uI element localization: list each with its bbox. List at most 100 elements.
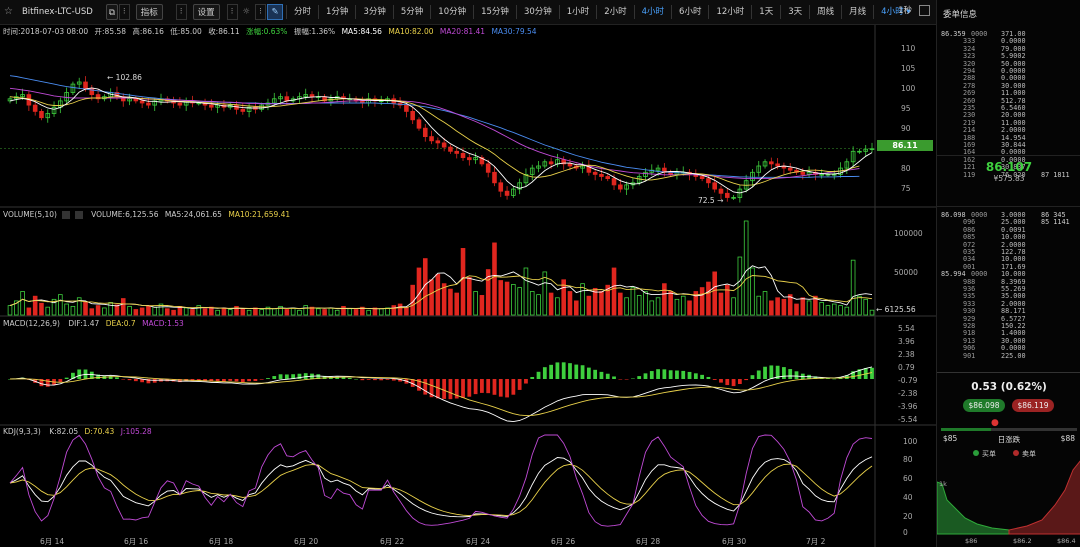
orderbook-row[interactable]: 901 225.00 xyxy=(941,352,1077,360)
sell-price-button[interactable]: $86.119 xyxy=(1012,399,1054,412)
interval-tab[interactable]: 2小时 xyxy=(604,7,627,17)
orderbook-row[interactable]: 936 55.269 xyxy=(941,285,1077,293)
volume-bar xyxy=(227,309,233,316)
orderbook-row[interactable]: 86.359 0000 371.00 xyxy=(941,30,1077,38)
candle-body xyxy=(139,100,145,104)
orderbook-row[interactable]: 928 150.22 xyxy=(941,322,1077,330)
candle-body xyxy=(429,136,434,142)
chevron-down-icon: ▾ xyxy=(903,7,911,17)
macd-histogram-bar xyxy=(725,379,730,386)
orderbook-row[interactable]: 034 10.000 xyxy=(941,255,1077,263)
interval-tab[interactable]: 1小时 xyxy=(566,7,590,17)
more-icon[interactable]: ⁝ xyxy=(255,4,266,20)
orderbook-row[interactable]: 169 30.844 xyxy=(941,141,1077,149)
settings-button[interactable]: 设置 xyxy=(192,4,220,20)
interval-tab[interactable]: 周线 xyxy=(817,7,835,17)
volume-bar xyxy=(26,307,32,316)
orderbook-row[interactable]: 323 5.9002 xyxy=(941,52,1077,61)
orderbook-row[interactable]: 324 79.000 xyxy=(941,45,1077,53)
orderbook-row[interactable]: 278 30.000 xyxy=(941,82,1077,90)
interval-dropdown[interactable]: 4小时 ▾ xyxy=(877,4,914,20)
orderbook-row[interactable]: 072 2.0000 xyxy=(941,241,1077,249)
orderbook-row[interactable]: 162 0.0000 xyxy=(941,156,1077,164)
interval-tab[interactable]: 6小时 xyxy=(679,7,702,17)
interval-tab[interactable]: 1分钟 xyxy=(326,7,349,17)
macd-histogram-bar xyxy=(291,374,296,379)
interval-tab[interactable]: 1天 xyxy=(759,7,774,17)
star-icon[interactable]: ☆ xyxy=(4,6,13,17)
orderbook-cell: 85 1141 xyxy=(1041,218,1070,227)
orderbook-row[interactable]: 288 0.0000 xyxy=(941,74,1077,82)
macd-histogram-bar xyxy=(580,365,585,379)
interval-tab[interactable]: 3分钟 xyxy=(363,7,386,17)
interval-tab[interactable]: 4小时 xyxy=(641,7,665,17)
orderbook-row[interactable]: 930 88.171 xyxy=(941,307,1077,315)
macd-histogram-bar xyxy=(737,379,742,385)
close-icon[interactable] xyxy=(74,211,83,219)
theme-icon[interactable]: ☼ xyxy=(242,7,251,17)
orderbook-row[interactable]: 85.994 0000 10.000 xyxy=(941,270,1077,278)
interval-tab[interactable]: 30分钟 xyxy=(523,7,552,17)
orderbook-row[interactable]: 188 14.954 xyxy=(941,134,1077,142)
orderbook-cell: 55.269 xyxy=(1001,285,1026,293)
orderbook-row[interactable]: 214 2.0000 xyxy=(941,126,1077,134)
interval-tab[interactable]: 5分钟 xyxy=(400,7,424,17)
orderbook-row[interactable]: 164 0.0000 xyxy=(941,148,1077,156)
orderbook-cell: 260 xyxy=(963,96,976,105)
orderbook-row[interactable]: 235 6.5460 xyxy=(941,104,1077,112)
orderbook-row[interactable]: 333 0.0000 xyxy=(941,37,1077,46)
orderbook-row[interactable]: 121 30.837 xyxy=(941,163,1077,171)
more-icon[interactable]: ⁝ xyxy=(118,4,130,20)
orderbook-row[interactable]: 230 20.000 xyxy=(941,111,1077,119)
orderbook-row[interactable]: 913 30.000 xyxy=(941,337,1077,345)
chart-toolbar: ☆ Bitfinex-LTC-USD ⧉ ⁝ 指标 ⁝ 设置 ⁝ ☼ ⁝ ✎ 分… xyxy=(0,0,936,25)
candle-body xyxy=(605,176,611,179)
volume-ma10-line xyxy=(9,275,873,310)
macd-histogram-bar xyxy=(536,371,541,379)
fullscreen-icon[interactable]: ⧉ xyxy=(105,4,118,20)
interval-tab[interactable]: 12小时 xyxy=(716,7,745,17)
orderbook-row[interactable]: 035 122.78 xyxy=(941,248,1077,256)
symbol-label[interactable]: Bitfinex-LTC-USD xyxy=(21,7,93,17)
orderbook-row[interactable]: 119 76.020 87 1811 xyxy=(941,171,1077,179)
interval-tab[interactable]: 10分钟 xyxy=(438,7,467,17)
macd-histogram-bar xyxy=(605,373,610,379)
orderbook-row[interactable]: 260 512.78 xyxy=(941,96,1077,105)
more-icon[interactable]: ⁝ xyxy=(175,4,187,20)
draw-pen-icon[interactable]: ✎ xyxy=(267,4,283,20)
orderbook-cell: 5.9002 xyxy=(1001,52,1026,61)
maximize-icon[interactable] xyxy=(919,5,930,16)
orderbook-row[interactable]: 294 0.0000 xyxy=(941,67,1077,75)
orderbook-row[interactable]: 085 10.000 xyxy=(941,233,1077,241)
interval-tab[interactable]: 3天 xyxy=(788,7,803,17)
interval-tab[interactable]: 分时 xyxy=(294,7,312,17)
orderbook-row[interactable]: 935 35.000 xyxy=(941,292,1077,300)
orderbook-row[interactable]: 906 0.0000 xyxy=(941,344,1077,352)
orderbook-row[interactable]: 269 11.000 xyxy=(941,89,1077,97)
orderbook-row[interactable]: 219 11.000 xyxy=(941,119,1077,127)
chart-canvas[interactable] xyxy=(0,25,936,547)
orderbook-row[interactable]: 086 0.0091 xyxy=(941,226,1077,234)
orderbook-row[interactable]: 86.098 0000 3.0000 86 345 xyxy=(941,211,1077,219)
volume-bar xyxy=(787,294,793,316)
orderbook-row[interactable]: 096 25.000 85 1141 xyxy=(941,218,1077,227)
indicators-button[interactable]: 指标 xyxy=(135,4,163,20)
toolbar-divider xyxy=(841,5,843,19)
volume-bar xyxy=(605,284,611,316)
toolbar-divider xyxy=(780,5,782,19)
orderbook-row[interactable]: 929 6.5727 xyxy=(941,315,1077,323)
orderbook-row[interactable]: 933 2.0000 xyxy=(941,300,1077,308)
settings-icon[interactable] xyxy=(62,211,71,219)
interval-tab[interactable]: 15分钟 xyxy=(481,7,509,17)
interval-tab[interactable]: 月线 xyxy=(849,7,867,17)
more-icon[interactable]: ⁝ xyxy=(226,4,238,20)
volume-bar xyxy=(806,300,812,316)
candle-body xyxy=(731,197,736,199)
refresh-rate[interactable]: 1秒 xyxy=(898,6,912,16)
orderbook-cell: 0.0000 xyxy=(1001,37,1026,46)
orderbook-row[interactable]: 320 50.000 xyxy=(941,60,1077,68)
orderbook-row[interactable]: 918 1.4000 xyxy=(941,329,1077,337)
orderbook-row[interactable]: 988 8.3969 xyxy=(941,278,1077,286)
orderbook-row[interactable]: 001 171.69 xyxy=(941,263,1077,271)
buy-price-button[interactable]: $86.098 xyxy=(963,399,1005,412)
